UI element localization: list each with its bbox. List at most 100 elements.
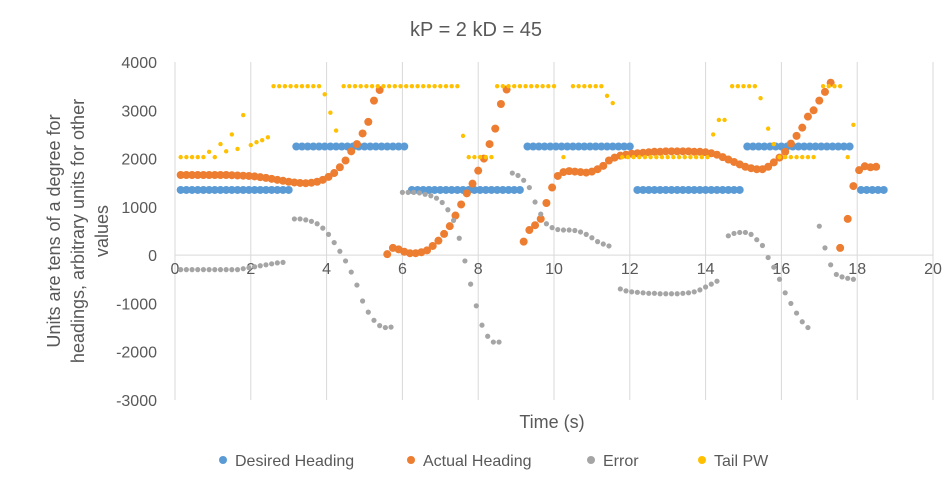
data-point	[765, 254, 771, 261]
data-point	[320, 142, 329, 151]
data-point	[447, 185, 456, 194]
data-point	[490, 339, 496, 345]
data-point	[332, 142, 341, 151]
data-point	[210, 170, 219, 179]
data-point	[798, 123, 807, 132]
data-point	[822, 142, 831, 151]
data-points	[176, 78, 888, 345]
data-point	[644, 185, 653, 194]
data-point	[542, 198, 551, 207]
data-point	[449, 83, 454, 89]
data-point	[523, 142, 532, 151]
y-axis-title: Units are tens of a degree for headings, …	[44, 99, 112, 363]
data-point	[259, 138, 265, 143]
data-point	[724, 185, 733, 194]
data-point	[182, 185, 191, 194]
data-point	[496, 339, 502, 345]
data-point	[279, 185, 288, 194]
data-point	[586, 142, 595, 151]
data-point	[703, 284, 709, 290]
data-point	[606, 243, 612, 249]
data-point	[212, 154, 217, 160]
data-point	[388, 324, 394, 330]
data-point	[735, 185, 744, 194]
data-point	[311, 83, 316, 89]
x-tick-label: 0	[171, 261, 180, 278]
data-point	[341, 83, 346, 89]
data-point	[845, 142, 854, 151]
data-point	[434, 236, 443, 245]
data-point	[661, 147, 670, 156]
data-point	[837, 83, 843, 89]
data-point	[577, 229, 584, 235]
data-point	[839, 274, 845, 280]
data-point	[292, 142, 301, 151]
data-point	[297, 216, 303, 222]
data-point	[777, 154, 782, 160]
data-point	[529, 83, 534, 89]
data-point	[862, 185, 871, 194]
data-point	[254, 139, 259, 145]
data-point	[277, 83, 282, 89]
data-point	[523, 83, 528, 89]
data-point	[274, 260, 280, 266]
data-point	[239, 185, 248, 194]
data-point	[218, 141, 223, 147]
y-tick-label: 1000	[121, 200, 157, 217]
series-error	[178, 170, 857, 345]
data-point	[369, 83, 375, 89]
data-point	[405, 189, 411, 195]
data-point	[551, 142, 560, 151]
data-point	[792, 131, 801, 140]
data-point	[342, 258, 349, 264]
data-point	[500, 83, 506, 89]
data-point	[799, 319, 805, 325]
data-point	[737, 229, 743, 236]
data-point	[299, 83, 305, 89]
data-point	[331, 239, 337, 246]
data-point	[468, 179, 477, 188]
data-point	[782, 290, 788, 296]
data-point	[697, 287, 703, 293]
data-point	[752, 165, 761, 174]
data-point	[788, 300, 794, 307]
data-point	[560, 227, 567, 233]
data-point	[394, 142, 403, 151]
data-point	[620, 154, 625, 160]
data-point	[603, 142, 612, 151]
data-point	[403, 83, 409, 89]
data-point	[309, 142, 318, 151]
data-point	[305, 83, 310, 89]
data-point	[843, 214, 852, 223]
data-point	[608, 142, 617, 151]
data-point	[504, 185, 513, 194]
data-point	[538, 211, 544, 217]
data-point	[748, 231, 754, 237]
data-point	[811, 154, 816, 160]
data-point	[730, 185, 739, 194]
data-point	[267, 185, 276, 194]
data-point	[358, 129, 367, 138]
data-point	[617, 286, 623, 292]
data-point	[549, 225, 555, 231]
data-point	[426, 83, 432, 89]
data-point	[256, 185, 265, 194]
data-point	[487, 185, 496, 194]
axes: 0 2 4 6 8 10 12 14 16 18 20 4000 3000 2000 1000 0 -1000 -…	[116, 55, 942, 410]
data-point	[316, 83, 322, 89]
gridlines	[250, 62, 934, 400]
data-point	[184, 154, 189, 160]
data-point	[415, 83, 420, 89]
data-point	[553, 171, 562, 180]
data-point	[874, 185, 883, 194]
data-point	[347, 83, 352, 89]
y-tick-label: 0	[148, 248, 157, 265]
data-point	[369, 96, 378, 105]
legend-label: Actual Heading	[423, 453, 532, 470]
data-point	[534, 83, 540, 89]
data-point	[460, 133, 466, 139]
data-point	[462, 258, 468, 264]
y-tick-label: -3000	[116, 393, 157, 410]
data-point	[468, 281, 474, 287]
